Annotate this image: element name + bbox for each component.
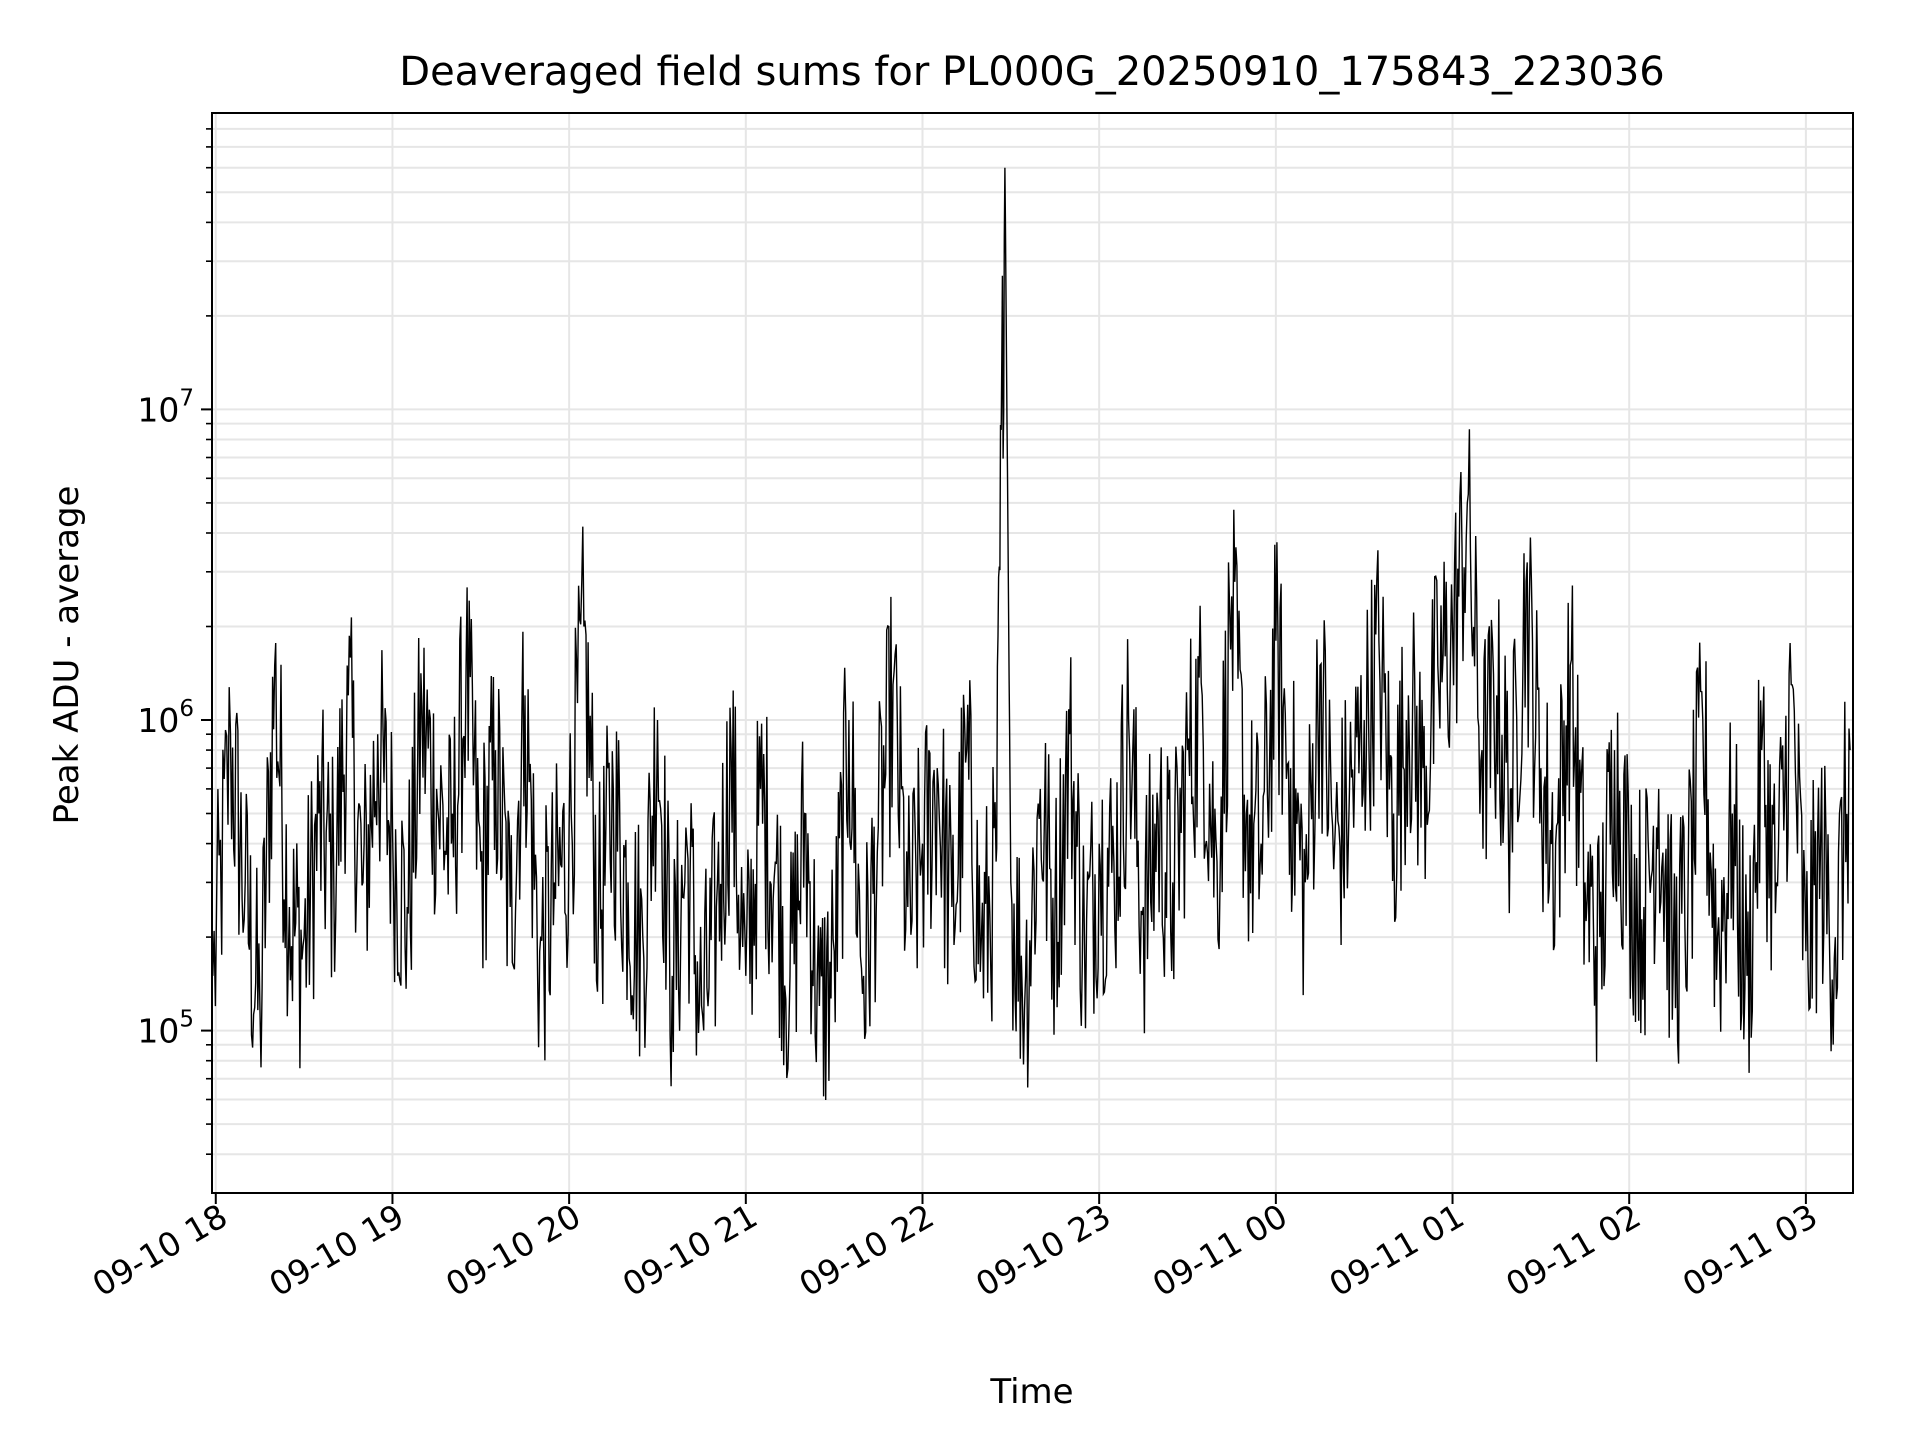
series-line [212, 167, 1851, 1101]
y-tick-label: 105 [137, 1007, 194, 1051]
chart-title: Deaveraged field sums for PL000G_2025091… [399, 49, 1664, 95]
y-axis-label: Peak ADU - average [47, 486, 87, 825]
plot-frame [211, 112, 1854, 1194]
y-axis: 105 106 107 [137, 128, 212, 1155]
series-line-0 [212, 167, 1851, 1101]
x-axis-label: Time [989, 1372, 1073, 1412]
y-tick-label: 106 [137, 696, 194, 740]
y-tick-label: 107 [137, 385, 194, 429]
